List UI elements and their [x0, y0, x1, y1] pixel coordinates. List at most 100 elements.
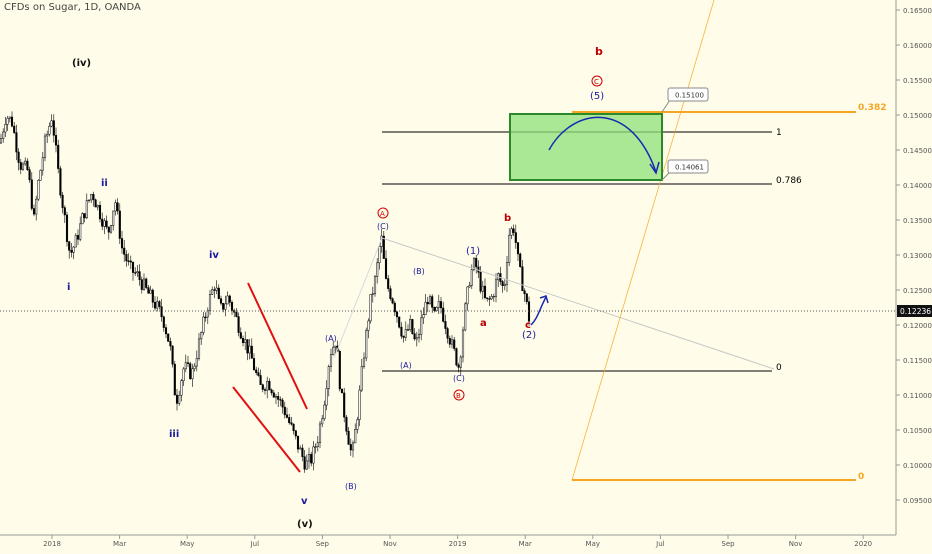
candle-body [57, 144, 60, 169]
trendline-2[interactable] [333, 237, 383, 359]
candle-body [466, 286, 469, 305]
time-tick-label: Mar [519, 540, 532, 548]
candle-body [400, 326, 403, 337]
candle-body [193, 365, 196, 370]
candle-body [109, 225, 113, 233]
candle-body [206, 310, 209, 318]
candle-body [217, 287, 220, 299]
candle-body [290, 422, 293, 425]
wave-label-c-red[interactable]: c [525, 320, 531, 331]
wave-label-5-paren[interactable]: (5) [590, 91, 604, 102]
target-box[interactable] [509, 113, 663, 181]
candle-body [153, 302, 157, 309]
wave-label-B-paren-1[interactable]: (B) [345, 482, 357, 491]
callout-pointer-2 [661, 171, 671, 181]
candle-body [208, 294, 212, 311]
candle-body [461, 329, 465, 358]
candle-body [296, 435, 300, 450]
wave-label-2-paren[interactable]: (2) [522, 330, 536, 341]
candle-body [285, 414, 289, 418]
wave-label-iv[interactable]: iv [209, 250, 219, 261]
candle-body [228, 295, 231, 303]
price-tick-label: 0.12000 [903, 322, 932, 330]
candle-body [189, 363, 192, 380]
candle-body [246, 339, 249, 354]
candle-body [494, 279, 498, 297]
candle-body [292, 423, 295, 431]
candle-body [178, 395, 181, 404]
candle-body [105, 220, 108, 228]
candle-body [162, 316, 165, 328]
wave-label-B-paren-2[interactable]: (B) [413, 267, 425, 276]
candle-body [134, 272, 137, 274]
projection-arc-arrow[interactable] [548, 116, 657, 173]
candle-body [510, 228, 513, 236]
trendline[interactable] [381, 237, 775, 370]
candle-body [343, 392, 346, 418]
time-axis[interactable]: 2018 Mar May Jul Sep Nov 2019 Mar May Jul Sep Nov 20… [0, 534, 896, 548]
channel-upper-line[interactable] [247, 282, 308, 410]
candle-body [398, 316, 401, 328]
callout-box-2[interactable] [667, 159, 709, 174]
wave-label-i[interactable]: i [67, 282, 70, 293]
fib-ext-diagonal[interactable] [571, 0, 715, 481]
candle-body [281, 399, 284, 408]
callout-text-1: 0.15100 [675, 92, 704, 100]
candle-body [439, 301, 443, 309]
wave-label-b-red-major[interactable]: b [595, 45, 603, 58]
candle-body [46, 134, 49, 137]
wave-label-b-red[interactable]: b [504, 213, 511, 224]
wave-label-C-paren-2[interactable]: (C) [453, 374, 465, 383]
wave-label-A-paren-2[interactable]: (A) [400, 361, 412, 370]
wave-label-v-major[interactable]: (v) [297, 519, 313, 530]
wave-label-1-paren[interactable]: (1) [466, 246, 480, 257]
candle-body [294, 430, 297, 437]
candle-body [356, 419, 359, 430]
candle-body [428, 296, 432, 305]
price-tick-label: 0.11500 [903, 357, 932, 365]
wave-label-a-red[interactable]: a [480, 318, 487, 329]
circled-label-A[interactable]: A [377, 207, 389, 219]
wave-label-iii[interactable]: iii [169, 429, 179, 440]
time-tick-label: 2019 [449, 540, 467, 548]
fib-label-0786: 0.786 [776, 176, 802, 186]
candle-body [30, 179, 33, 209]
candle-body [204, 316, 207, 319]
candle-body [340, 388, 344, 394]
candle-body [472, 258, 476, 270]
candle-body [94, 199, 97, 208]
candle-body [244, 339, 247, 343]
channel-lower-line[interactable] [232, 386, 301, 473]
time-tick-label: May [586, 540, 600, 548]
candle-body [164, 327, 168, 335]
wave-label-ii[interactable]: ii [101, 178, 108, 189]
wave-2-arrow[interactable] [530, 296, 547, 326]
candle-body [332, 346, 335, 355]
circled-label-C[interactable]: C [591, 75, 603, 87]
time-tick-label: Sep [316, 540, 330, 548]
candle-body [362, 357, 366, 367]
candle-body [101, 218, 104, 227]
candle-body [404, 329, 407, 338]
candle-body [200, 332, 203, 340]
candle-body [415, 337, 418, 340]
wave-label-iv-major[interactable]: (iv) [72, 58, 91, 69]
candle-body [226, 295, 229, 305]
candle-body [475, 258, 478, 268]
candle-body [145, 278, 148, 288]
price-axis[interactable]: 0.16500 0.16000 0.15500 0.15000 0.14500 0.140… [895, 0, 932, 535]
candle-body [442, 307, 445, 322]
circled-label-B[interactable]: B [453, 389, 465, 401]
wave-label-C-paren-1[interactable]: (C) [377, 222, 389, 231]
candle-body [118, 210, 121, 239]
candle-body [10, 116, 14, 127]
candle-body [26, 160, 29, 171]
time-tick-label: May [180, 540, 194, 548]
wave-label-v[interactable]: v [301, 496, 308, 507]
wave-label-A-paren-1[interactable]: (A) [325, 334, 337, 343]
candle-body [279, 399, 282, 401]
candle-body [173, 363, 176, 396]
callout-box-1[interactable] [667, 87, 709, 102]
